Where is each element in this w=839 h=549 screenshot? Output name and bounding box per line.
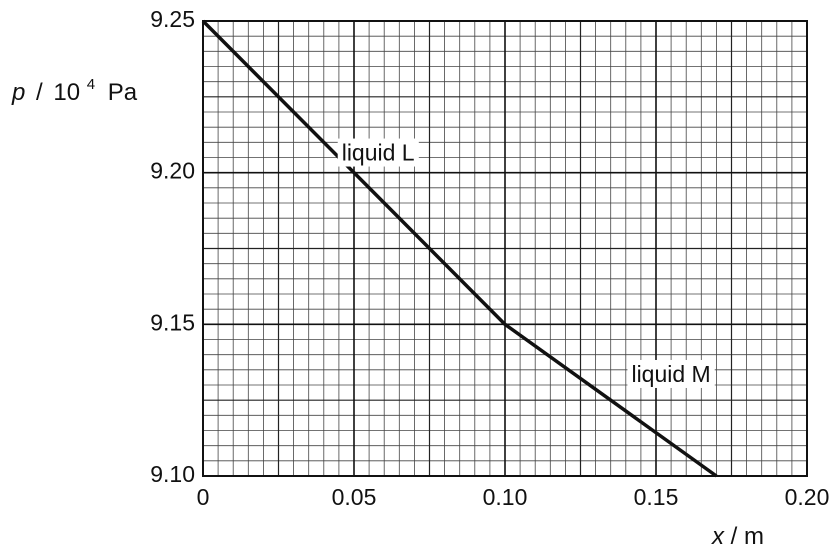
y-tick-label: 9.25 [150,6,195,32]
x-tick-label: 0.05 [332,484,377,510]
series-layer [201,19,718,478]
annotation-2: liquid M [627,359,715,388]
y-tick-label: 9.20 [150,158,195,184]
y-tick-label: 9.10 [150,461,195,487]
y-axis-unit-base: 10 [53,79,80,106]
y-axis-unit-exponent: 4 [87,76,95,93]
annotation-layer: liquid L liquid M [337,138,715,388]
x-tick-label: 0.20 [785,484,830,510]
y-tick-label: 9.15 [150,309,195,335]
annotation-label: liquid M [631,361,710,387]
x-tick-labels: 0 0.05 0.10 0.15 0.20 [197,484,830,510]
annotation-1: liquid L [337,138,419,167]
annotation-label: liquid L [342,140,415,166]
x-axis-variable: x [711,523,725,549]
x-tick-label: 0.10 [483,484,528,510]
x-axis-unit: m [744,523,764,549]
x-axis-label: x / m [711,523,764,549]
y-axis-label: p / 10 4 Pa [11,68,138,106]
y-axis-unit-name: Pa [108,79,138,106]
major-grid [203,21,807,476]
annotation-background [337,138,419,167]
y-axis-variable: p [11,79,25,106]
y-tick-labels: 9.10 9.15 9.20 9.25 [150,6,195,487]
plot-frame [202,20,808,477]
annotation-background [627,359,715,388]
series-line [201,19,718,478]
x-tick-label: 0 [197,484,210,510]
x-tick-label: 0.15 [634,484,679,510]
